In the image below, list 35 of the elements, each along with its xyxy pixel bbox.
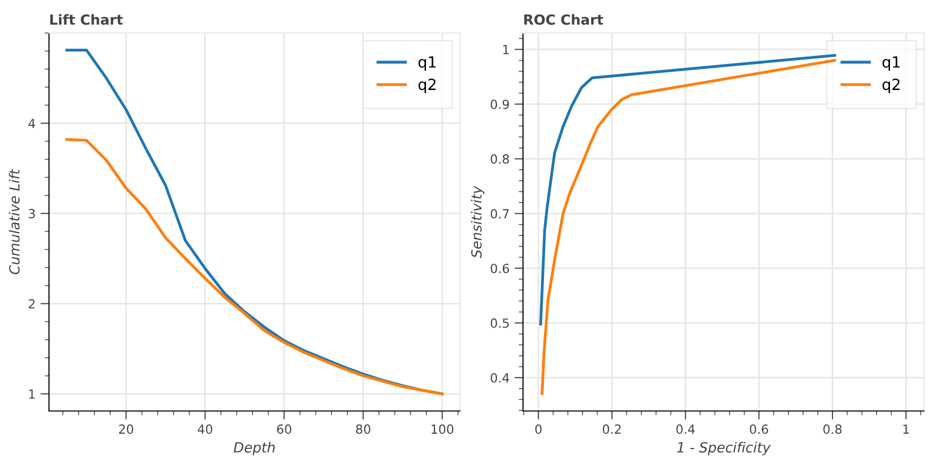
chart-title: Lift Chart <box>50 14 123 25</box>
x-tick-label: 0.2 <box>602 424 621 434</box>
y-tick-label: 4 <box>28 118 36 128</box>
x-tick-label: 1 <box>903 424 909 434</box>
y-tick-label: 0.8 <box>490 154 509 164</box>
y-tick-label: 3 <box>28 208 35 218</box>
x-tick-label: 0.4 <box>676 424 695 434</box>
y-axis-title: Cumulative Lift <box>8 168 20 274</box>
x-axis-title: 1 - Specificity <box>677 442 771 456</box>
chart-title: ROC Chart <box>524 14 604 25</box>
x-tick-label: 0.8 <box>823 424 842 434</box>
y-axis-title: Sensitivity <box>470 186 484 258</box>
x-axis-title: Depth <box>234 442 275 456</box>
line-series <box>539 54 836 326</box>
line-series <box>540 58 836 395</box>
y-tick-label: 0.7 <box>490 208 509 218</box>
y-tick-label: 1 <box>29 389 35 399</box>
y-tick-label: 0.4 <box>490 373 510 383</box>
line-series <box>65 138 444 396</box>
y-tick-label: 1 <box>503 45 509 54</box>
x-tick-label: 20 <box>119 424 134 434</box>
x-tick-label: 40 <box>198 424 212 434</box>
legend-label: q2 <box>882 78 900 94</box>
legend-label: q1 <box>882 56 900 71</box>
legend-label: q1 <box>418 56 436 71</box>
x-tick-label: 100 <box>432 424 454 434</box>
x-tick-label: 80 <box>356 424 370 434</box>
y-tick-label: 2 <box>28 299 35 308</box>
legend-label: q2 <box>418 78 436 94</box>
y-tick-label: 0.6 <box>490 264 510 274</box>
x-tick-label: 60 <box>277 424 292 434</box>
x-tick-label: 0 <box>535 424 542 434</box>
x-tick-label: 0.6 <box>750 424 768 434</box>
y-tick-label: 0.5 <box>490 318 509 328</box>
y-tick-label: 0.9 <box>490 100 509 110</box>
